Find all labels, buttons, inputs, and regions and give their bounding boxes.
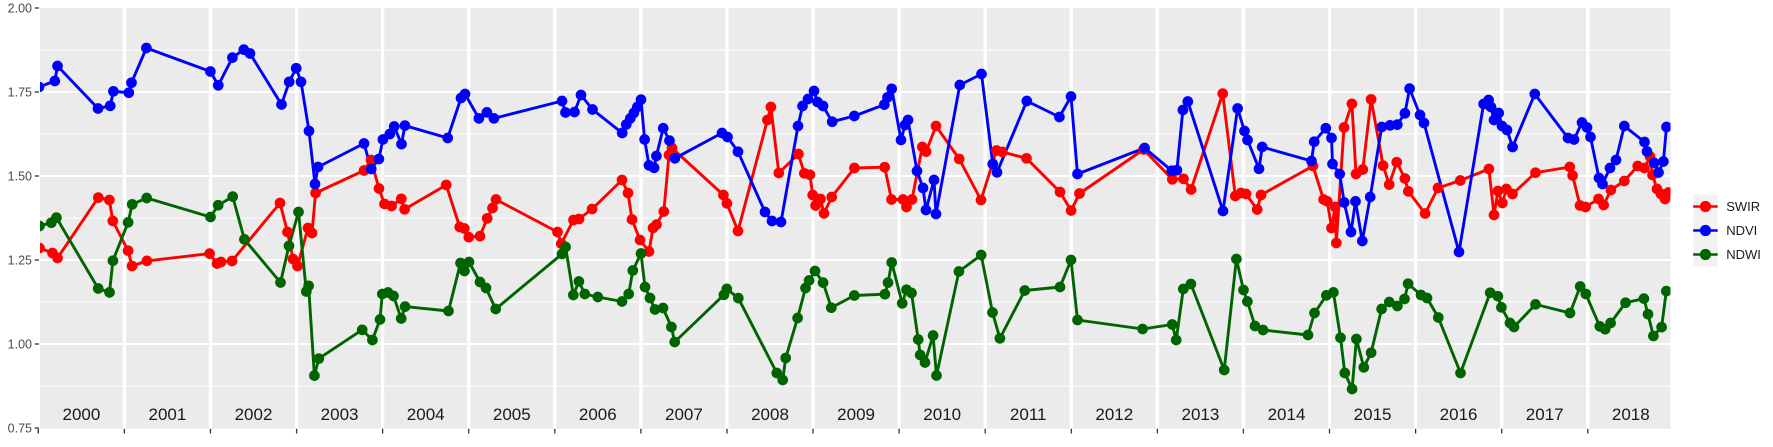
svg-text:2017: 2017	[1526, 405, 1564, 424]
svg-text:NDVI: NDVI	[1726, 223, 1757, 238]
svg-text:2003: 2003	[321, 405, 359, 424]
svg-text:0.75: 0.75	[8, 421, 32, 435]
svg-text:2007: 2007	[665, 405, 703, 424]
svg-text:2002: 2002	[235, 405, 273, 424]
svg-text:2006: 2006	[579, 405, 617, 424]
svg-text:SWIR: SWIR	[1726, 199, 1760, 214]
svg-text:1.00: 1.00	[8, 337, 32, 351]
svg-text:2001: 2001	[148, 405, 186, 424]
svg-text:2004: 2004	[407, 405, 445, 424]
svg-text:2008: 2008	[751, 405, 789, 424]
svg-text:1.50: 1.50	[8, 169, 32, 183]
svg-text:2009: 2009	[837, 405, 875, 424]
svg-text:2015: 2015	[1354, 405, 1392, 424]
svg-text:2013: 2013	[1181, 405, 1219, 424]
svg-text:2010: 2010	[923, 405, 961, 424]
svg-text:2005: 2005	[493, 405, 531, 424]
svg-text:2.00: 2.00	[8, 1, 32, 15]
svg-text:2018: 2018	[1612, 405, 1650, 424]
svg-text:NDWI: NDWI	[1726, 247, 1761, 262]
svg-text:2014: 2014	[1268, 405, 1306, 424]
svg-text:1.25: 1.25	[8, 253, 32, 267]
svg-text:1.75: 1.75	[8, 85, 32, 99]
svg-text:2000: 2000	[62, 405, 100, 424]
svg-text:2016: 2016	[1440, 405, 1478, 424]
svg-text:2011: 2011	[1010, 405, 1047, 424]
svg-text:2012: 2012	[1095, 405, 1133, 424]
